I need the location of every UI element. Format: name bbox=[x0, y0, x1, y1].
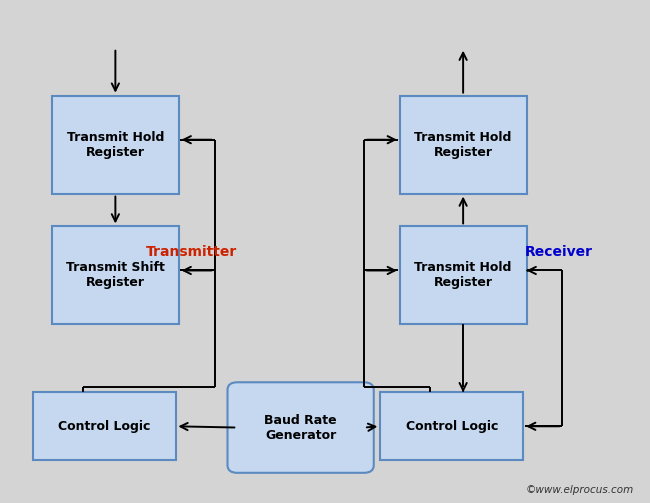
Text: Transmit Shift
Register: Transmit Shift Register bbox=[66, 262, 165, 289]
Text: Baud Rate
Generator: Baud Rate Generator bbox=[265, 413, 337, 442]
Text: Receiver: Receiver bbox=[525, 244, 593, 259]
FancyBboxPatch shape bbox=[380, 392, 523, 460]
FancyBboxPatch shape bbox=[227, 382, 374, 473]
FancyBboxPatch shape bbox=[52, 226, 179, 324]
Text: Transmit Hold
Register: Transmit Hold Register bbox=[415, 262, 512, 289]
Text: Control Logic: Control Logic bbox=[58, 420, 150, 433]
Text: Transmit Hold
Register: Transmit Hold Register bbox=[415, 131, 512, 158]
Text: Control Logic: Control Logic bbox=[406, 420, 498, 433]
FancyBboxPatch shape bbox=[400, 226, 526, 324]
Text: ©www.elprocus.com: ©www.elprocus.com bbox=[525, 485, 634, 495]
FancyBboxPatch shape bbox=[52, 96, 179, 194]
Text: Transmit Hold
Register: Transmit Hold Register bbox=[67, 131, 164, 158]
FancyBboxPatch shape bbox=[32, 392, 176, 460]
Text: Transmitter: Transmitter bbox=[146, 244, 237, 259]
FancyBboxPatch shape bbox=[400, 96, 526, 194]
